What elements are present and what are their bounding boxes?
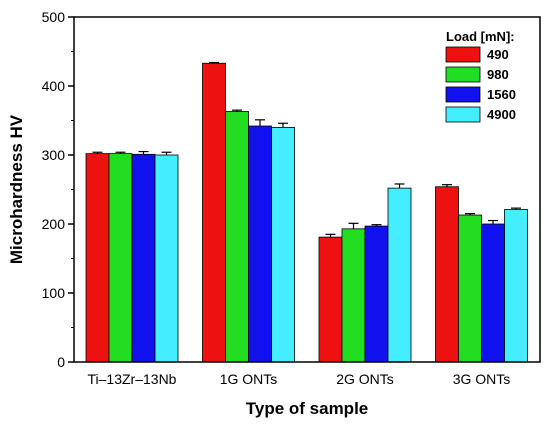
bar-980-3 xyxy=(458,214,482,363)
bar-1560-3 xyxy=(481,223,505,363)
y-tick-label: 0 xyxy=(57,354,65,370)
legend-title: Load [mN]: xyxy=(446,29,515,44)
x-tick-label: 1G ONTs xyxy=(220,371,278,387)
y-tick-label: 200 xyxy=(42,216,66,232)
legend-swatch-490 xyxy=(445,46,481,63)
bar-4900-0 xyxy=(154,154,179,363)
x-tick-label: 2G ONTs xyxy=(336,371,394,387)
bar-490-1 xyxy=(202,62,226,363)
bar-490-2 xyxy=(318,236,343,363)
x-axis-title: Type of sample xyxy=(246,399,369,418)
y-tick-label: 500 xyxy=(42,9,66,25)
bar-1560-0 xyxy=(131,153,156,363)
bar-4900-2 xyxy=(387,187,412,363)
legend-label-490: 490 xyxy=(487,47,509,62)
bars-layer xyxy=(85,62,528,363)
legend-swatch-980 xyxy=(445,66,481,83)
bar-4900-1 xyxy=(271,127,295,363)
legend-label-1560: 1560 xyxy=(487,87,516,102)
y-tick-label: 300 xyxy=(42,147,66,163)
legend-swatch-1560 xyxy=(445,86,481,103)
y-axis-title: Microhardness HV xyxy=(7,114,26,264)
legend: Load [mN]: 490 980 1560 4900 xyxy=(445,29,516,123)
y-tick-label: 400 xyxy=(42,78,66,94)
bar-1560-1 xyxy=(248,125,272,363)
x-tick-label: 3G ONTs xyxy=(453,371,511,387)
bar-490-0 xyxy=(85,153,110,363)
y-axis-ticks: 0 100 200 300 400 500 xyxy=(42,9,74,370)
bar-4900-3 xyxy=(504,209,528,363)
bar-980-2 xyxy=(341,228,366,363)
legend-label-980: 980 xyxy=(487,67,509,82)
bar-490-3 xyxy=(435,186,459,363)
legend-label-4900: 4900 xyxy=(487,107,516,122)
y-tick-label: 100 xyxy=(42,285,66,301)
x-tick-label: Ti–13Zr–13Nb xyxy=(88,371,177,387)
bar-980-0 xyxy=(108,153,133,363)
x-axis-ticks: Ti–13Zr–13Nb 1G ONTs 2G ONTs 3G ONTs xyxy=(88,371,511,387)
legend-swatch-4900 xyxy=(445,106,481,123)
error-bars-layer xyxy=(92,61,521,238)
bar-1560-2 xyxy=(364,225,389,363)
bar-980-1 xyxy=(225,111,249,363)
